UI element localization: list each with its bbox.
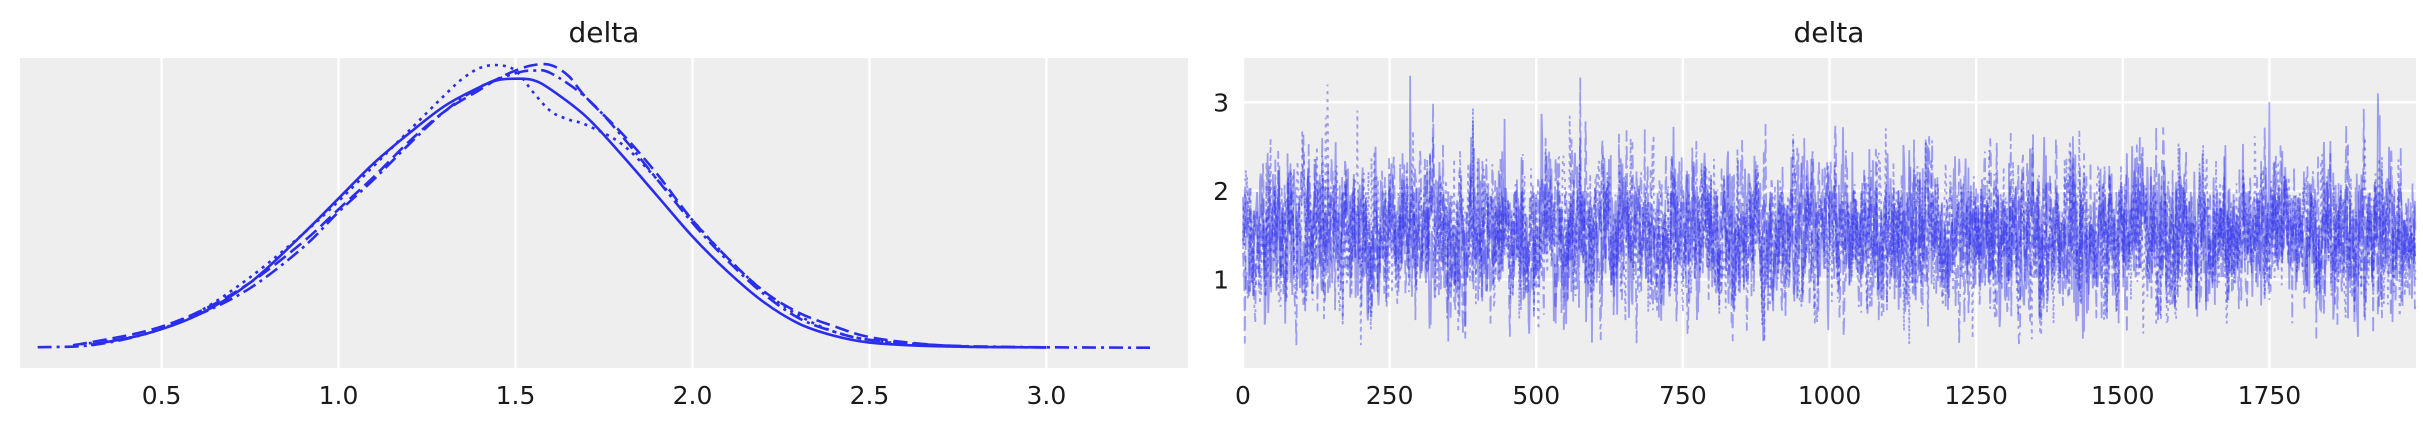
density-line-chain-1 — [72, 62, 1047, 349]
density-panel: 0.5 1.0 1.5 2.0 2.5 3.0 delta — [20, 16, 1188, 410]
trace-x-tick-label: 0 — [1235, 381, 1251, 410]
density-line-chain-3 — [37, 68, 1153, 350]
trace-line-chain-3 — [1242, 77, 2417, 346]
density-line-chain-2 — [72, 63, 994, 349]
density-x-tick-label: 2.0 — [673, 381, 713, 410]
trace-y-ticks: 1 2 3 — [1213, 88, 1229, 294]
trace-gridlines — [1241, 58, 2416, 368]
density-x-tick-label: 3.0 — [1027, 381, 1067, 410]
density-plot-title: delta — [569, 16, 640, 49]
trace-x-tick-label: 1500 — [2091, 381, 2155, 410]
trace-x-tick-label: 1250 — [1944, 381, 2008, 410]
density-line-chain-0 — [90, 77, 1047, 349]
trace-y-tick-label: 2 — [1213, 177, 1229, 206]
trace-plot-title: delta — [1794, 16, 1865, 49]
density-x-tick-label: 1.0 — [319, 381, 359, 410]
trace-line-chain-1 — [1242, 103, 2417, 344]
density-x-tick-label: 0.5 — [142, 381, 182, 410]
density-x-tick-label: 1.5 — [496, 381, 536, 410]
trace-x-tick-label: 1750 — [2238, 381, 2302, 410]
trace-x-tick-label: 500 — [1512, 381, 1560, 410]
trace-panel: 0 250 500 750 1000 1250 1500 1750 1 2 3 delta — [1213, 16, 2417, 410]
trace-y-tick-label: 3 — [1213, 88, 1229, 117]
trace-line-chain-2 — [1242, 84, 2417, 346]
density-x-tick-label: 2.5 — [850, 381, 890, 410]
density-gridlines — [160, 58, 1048, 368]
trace-x-ticks: 0 250 500 750 1000 1250 1500 1750 — [1235, 381, 2301, 410]
trace-x-tick-label: 250 — [1366, 381, 1414, 410]
trace-x-tick-label: 750 — [1659, 381, 1707, 410]
density-plot-area — [20, 58, 1188, 368]
trace-lines — [1242, 75, 2417, 346]
trace-line-chain-0 — [1242, 75, 2417, 343]
trace-x-tick-label: 1000 — [1798, 381, 1862, 410]
density-lines — [37, 62, 1153, 350]
trace-y-tick-label: 1 — [1213, 265, 1229, 294]
density-x-ticks: 0.5 1.0 1.5 2.0 2.5 3.0 — [142, 381, 1067, 410]
